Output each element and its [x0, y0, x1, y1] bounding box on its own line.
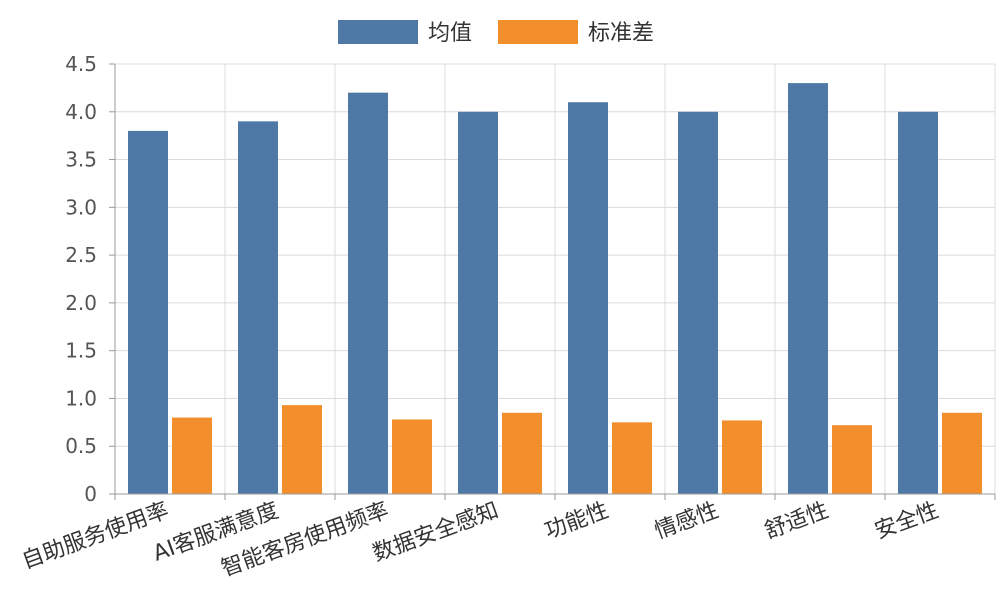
bar-mean-2	[348, 92, 388, 495]
bar-std-0	[172, 417, 212, 494]
legend-swatch-0	[338, 20, 418, 44]
x-tick-label-3: 数据安全感知	[369, 498, 502, 567]
legend-swatch-1	[498, 20, 578, 44]
bar-std-3	[502, 412, 542, 494]
bar-std-5	[722, 420, 762, 494]
y-tick-label-9: 4.5	[65, 52, 97, 76]
x-tick-label-6: 舒适性	[761, 498, 832, 544]
bar-mean-4	[568, 102, 608, 494]
bar-mean-5	[678, 111, 718, 495]
bar-std-4	[612, 422, 652, 494]
bar-std-2	[392, 419, 432, 494]
y-axis-ticks: 0 0.5 1.0 1.5 2.0 2.5 3.0 3.5 4.0 4.5	[65, 52, 115, 506]
bar-mean-6	[788, 83, 828, 494]
y-tick-label-7: 3.5	[65, 148, 97, 172]
y-tick-label-6: 3.0	[65, 195, 97, 219]
y-tick-label-4: 2.0	[65, 291, 97, 315]
y-tick-label-0: 0	[84, 482, 97, 506]
x-tick-label-0: 自助服务使用率	[19, 498, 172, 574]
bar-mean-3	[458, 111, 498, 495]
legend: 均值 标准差	[338, 20, 654, 46]
y-tick-label-1: 0.5	[65, 434, 97, 458]
y-tick-label-8: 4.0	[65, 100, 97, 124]
y-tick-label-3: 1.5	[65, 339, 97, 363]
x-tick-label-4: 功能性	[541, 498, 612, 544]
y-tick-label-2: 1.0	[65, 386, 97, 410]
y-tick-label-5: 2.5	[65, 243, 97, 267]
x-tick-label-7: 安全性	[871, 498, 942, 544]
legend-label-0: 均值	[428, 21, 472, 46]
bar-std-7	[942, 412, 982, 494]
bar-mean-0	[128, 130, 168, 494]
bar-mean-7	[898, 111, 938, 495]
legend-label-1: 标准差	[588, 21, 654, 46]
bar-std-6	[832, 425, 872, 494]
bars	[128, 83, 982, 495]
axes	[109, 64, 996, 500]
x-tick-label-5: 情感性	[651, 498, 722, 544]
bar-std-1	[282, 405, 322, 494]
bar-mean-1	[238, 121, 278, 494]
